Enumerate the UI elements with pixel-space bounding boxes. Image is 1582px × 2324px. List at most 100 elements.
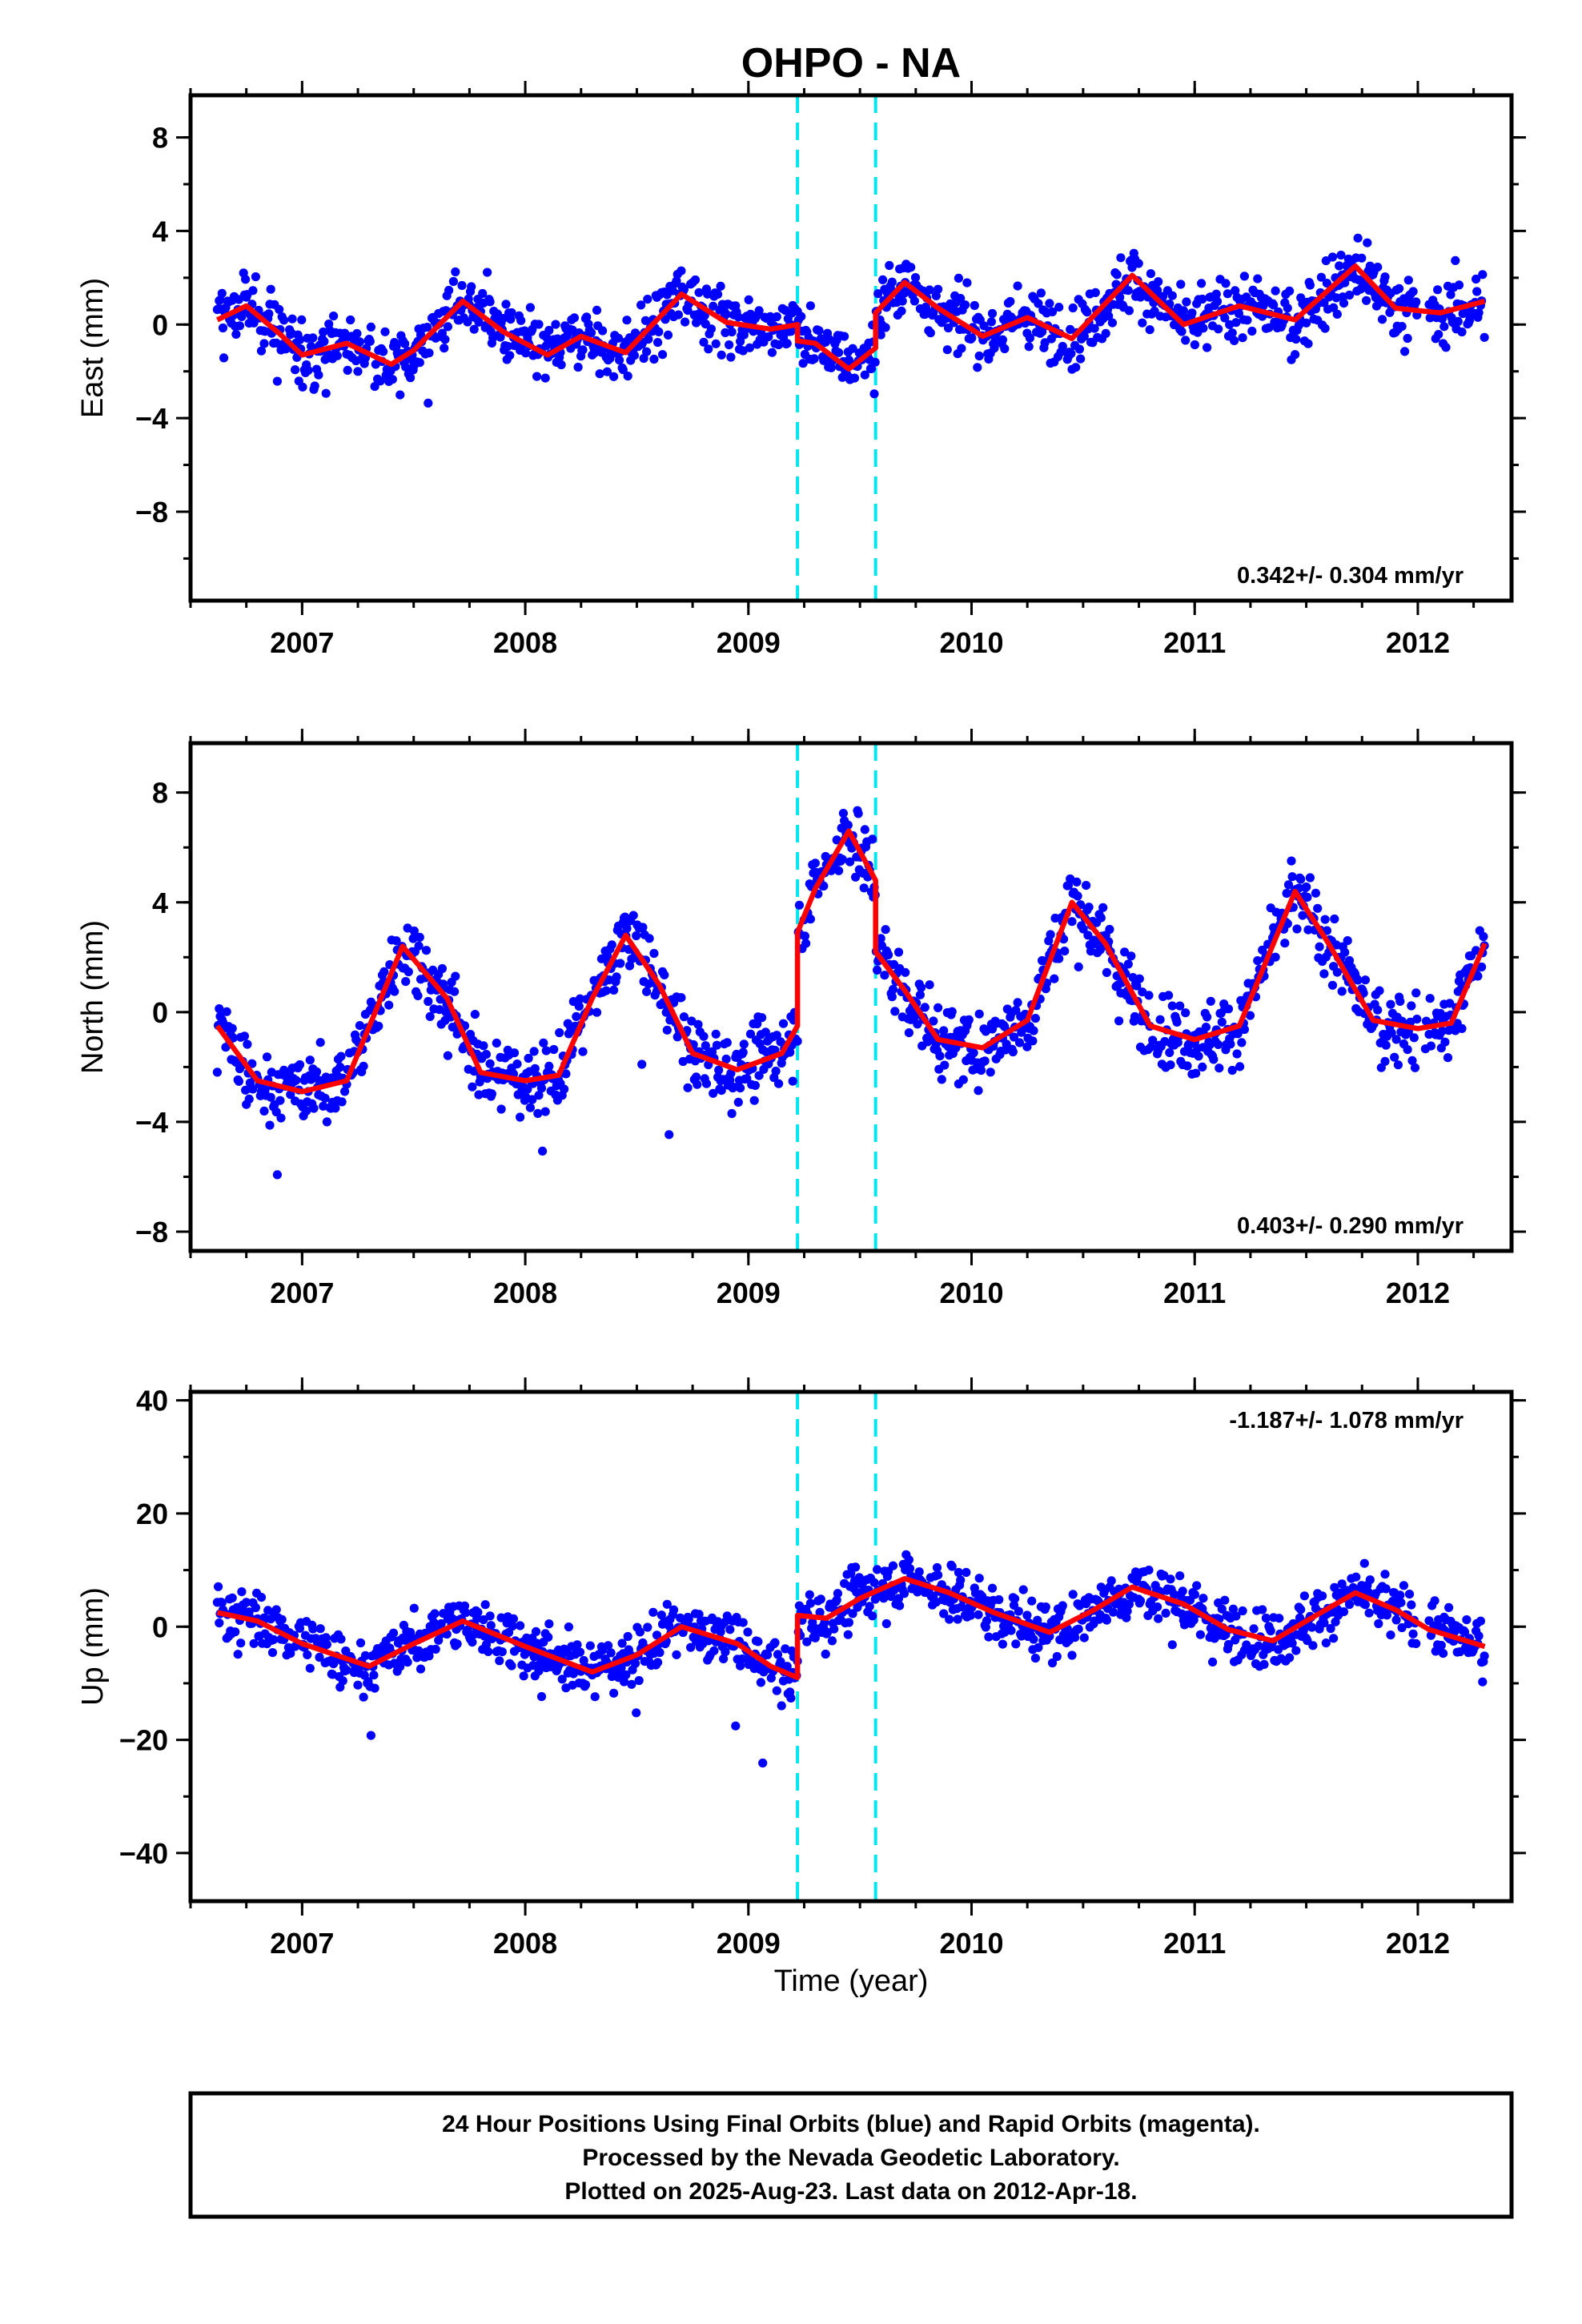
data-point — [1321, 1638, 1331, 1648]
data-point — [1386, 999, 1395, 1009]
data-point — [914, 1567, 924, 1577]
y-axis-label: Up (mm) — [76, 1587, 110, 1706]
data-point — [1282, 888, 1291, 899]
data-point — [808, 1618, 817, 1627]
data-point — [508, 1614, 519, 1623]
data-point — [265, 1120, 275, 1130]
data-point — [481, 1050, 492, 1059]
data-point — [605, 353, 615, 364]
data-point — [629, 351, 640, 360]
data-point — [713, 289, 723, 299]
data-point — [370, 382, 379, 392]
data-point — [227, 1593, 237, 1602]
data-point — [967, 333, 977, 343]
data-point — [884, 950, 893, 959]
data-point — [1253, 274, 1263, 283]
y-tick-label: 0 — [152, 996, 168, 1029]
data-point — [262, 1052, 272, 1062]
data-point — [1479, 931, 1488, 942]
data-point — [516, 316, 526, 325]
data-point — [1339, 1607, 1349, 1617]
data-point — [1412, 1015, 1422, 1024]
data-point — [1436, 1640, 1446, 1651]
data-point — [360, 1651, 370, 1660]
data-point — [939, 1026, 949, 1035]
east-panel: 2007 2008 2009 2010 2011 2012 8 4 0 −4 −8 East (mm)… — [76, 81, 1526, 659]
data-point — [431, 1644, 440, 1654]
data-point — [757, 1013, 767, 1023]
data-point — [1022, 1042, 1032, 1051]
data-point — [905, 1564, 915, 1574]
data-point — [1298, 911, 1307, 920]
data-point — [609, 1688, 619, 1698]
data-point — [860, 370, 869, 380]
data-point — [544, 1619, 554, 1629]
data-point — [1189, 1615, 1199, 1625]
data-point — [1068, 1590, 1078, 1599]
data-point — [501, 300, 511, 309]
panel-border — [188, 93, 1514, 603]
data-point — [521, 348, 531, 358]
data-point — [601, 986, 611, 995]
data-point — [1327, 252, 1338, 262]
data-point — [934, 284, 943, 294]
data-point — [880, 971, 889, 980]
data-point — [966, 1610, 976, 1620]
data-point — [1010, 1594, 1020, 1603]
data-point — [1178, 306, 1188, 316]
data-point — [1153, 1602, 1162, 1612]
data-point — [1122, 1613, 1131, 1622]
data-point — [332, 351, 342, 360]
data-point — [319, 336, 329, 346]
data-point — [694, 1610, 704, 1619]
data-point — [774, 340, 784, 350]
data-point — [1319, 1618, 1329, 1628]
data-point — [897, 306, 906, 316]
data-point — [519, 1671, 528, 1681]
north-panel: 2007 2008 2009 2010 2011 2012 8 4 0 −4 −8 North (mm… — [76, 729, 1526, 1309]
data-point — [662, 1599, 672, 1609]
data-point — [1123, 959, 1133, 969]
data-point — [533, 1108, 543, 1118]
data-point — [1231, 1611, 1241, 1621]
data-point — [1167, 291, 1177, 300]
data-point — [498, 314, 508, 324]
data-point — [1159, 1570, 1169, 1580]
data-point — [343, 365, 352, 375]
data-point — [904, 1555, 913, 1565]
data-point — [1315, 942, 1324, 951]
data-point — [1067, 1651, 1077, 1660]
data-point — [904, 1028, 913, 1038]
data-point — [259, 1106, 269, 1116]
data-point — [1013, 998, 1022, 1007]
data-point — [557, 1675, 567, 1684]
data-point — [1170, 1590, 1179, 1599]
data-point — [523, 1084, 532, 1094]
data-point — [579, 1655, 588, 1666]
data-point — [335, 1062, 345, 1072]
data-point — [1050, 974, 1059, 983]
data-point — [534, 320, 544, 329]
data-point — [1287, 872, 1297, 882]
data-point — [1336, 251, 1346, 260]
x-tick-label: 2011 — [1163, 1927, 1226, 1960]
panel-border — [188, 741, 1514, 1253]
data-point — [1226, 1039, 1235, 1049]
data-point — [1034, 299, 1043, 308]
data-point — [1082, 308, 1092, 317]
data-point — [1194, 1051, 1203, 1061]
data-point — [1228, 1604, 1238, 1614]
data-point — [412, 1653, 422, 1663]
data-point — [374, 1021, 383, 1031]
data-point — [474, 1090, 484, 1100]
data-point — [1096, 913, 1106, 923]
data-point — [974, 1574, 984, 1583]
data-point — [248, 286, 258, 296]
data-point — [602, 367, 612, 376]
data-point — [1264, 323, 1274, 332]
data-point — [1154, 1614, 1163, 1623]
data-point — [436, 1618, 446, 1629]
data-point — [1287, 1638, 1297, 1648]
data-point — [525, 303, 536, 312]
data-point — [1181, 336, 1191, 345]
